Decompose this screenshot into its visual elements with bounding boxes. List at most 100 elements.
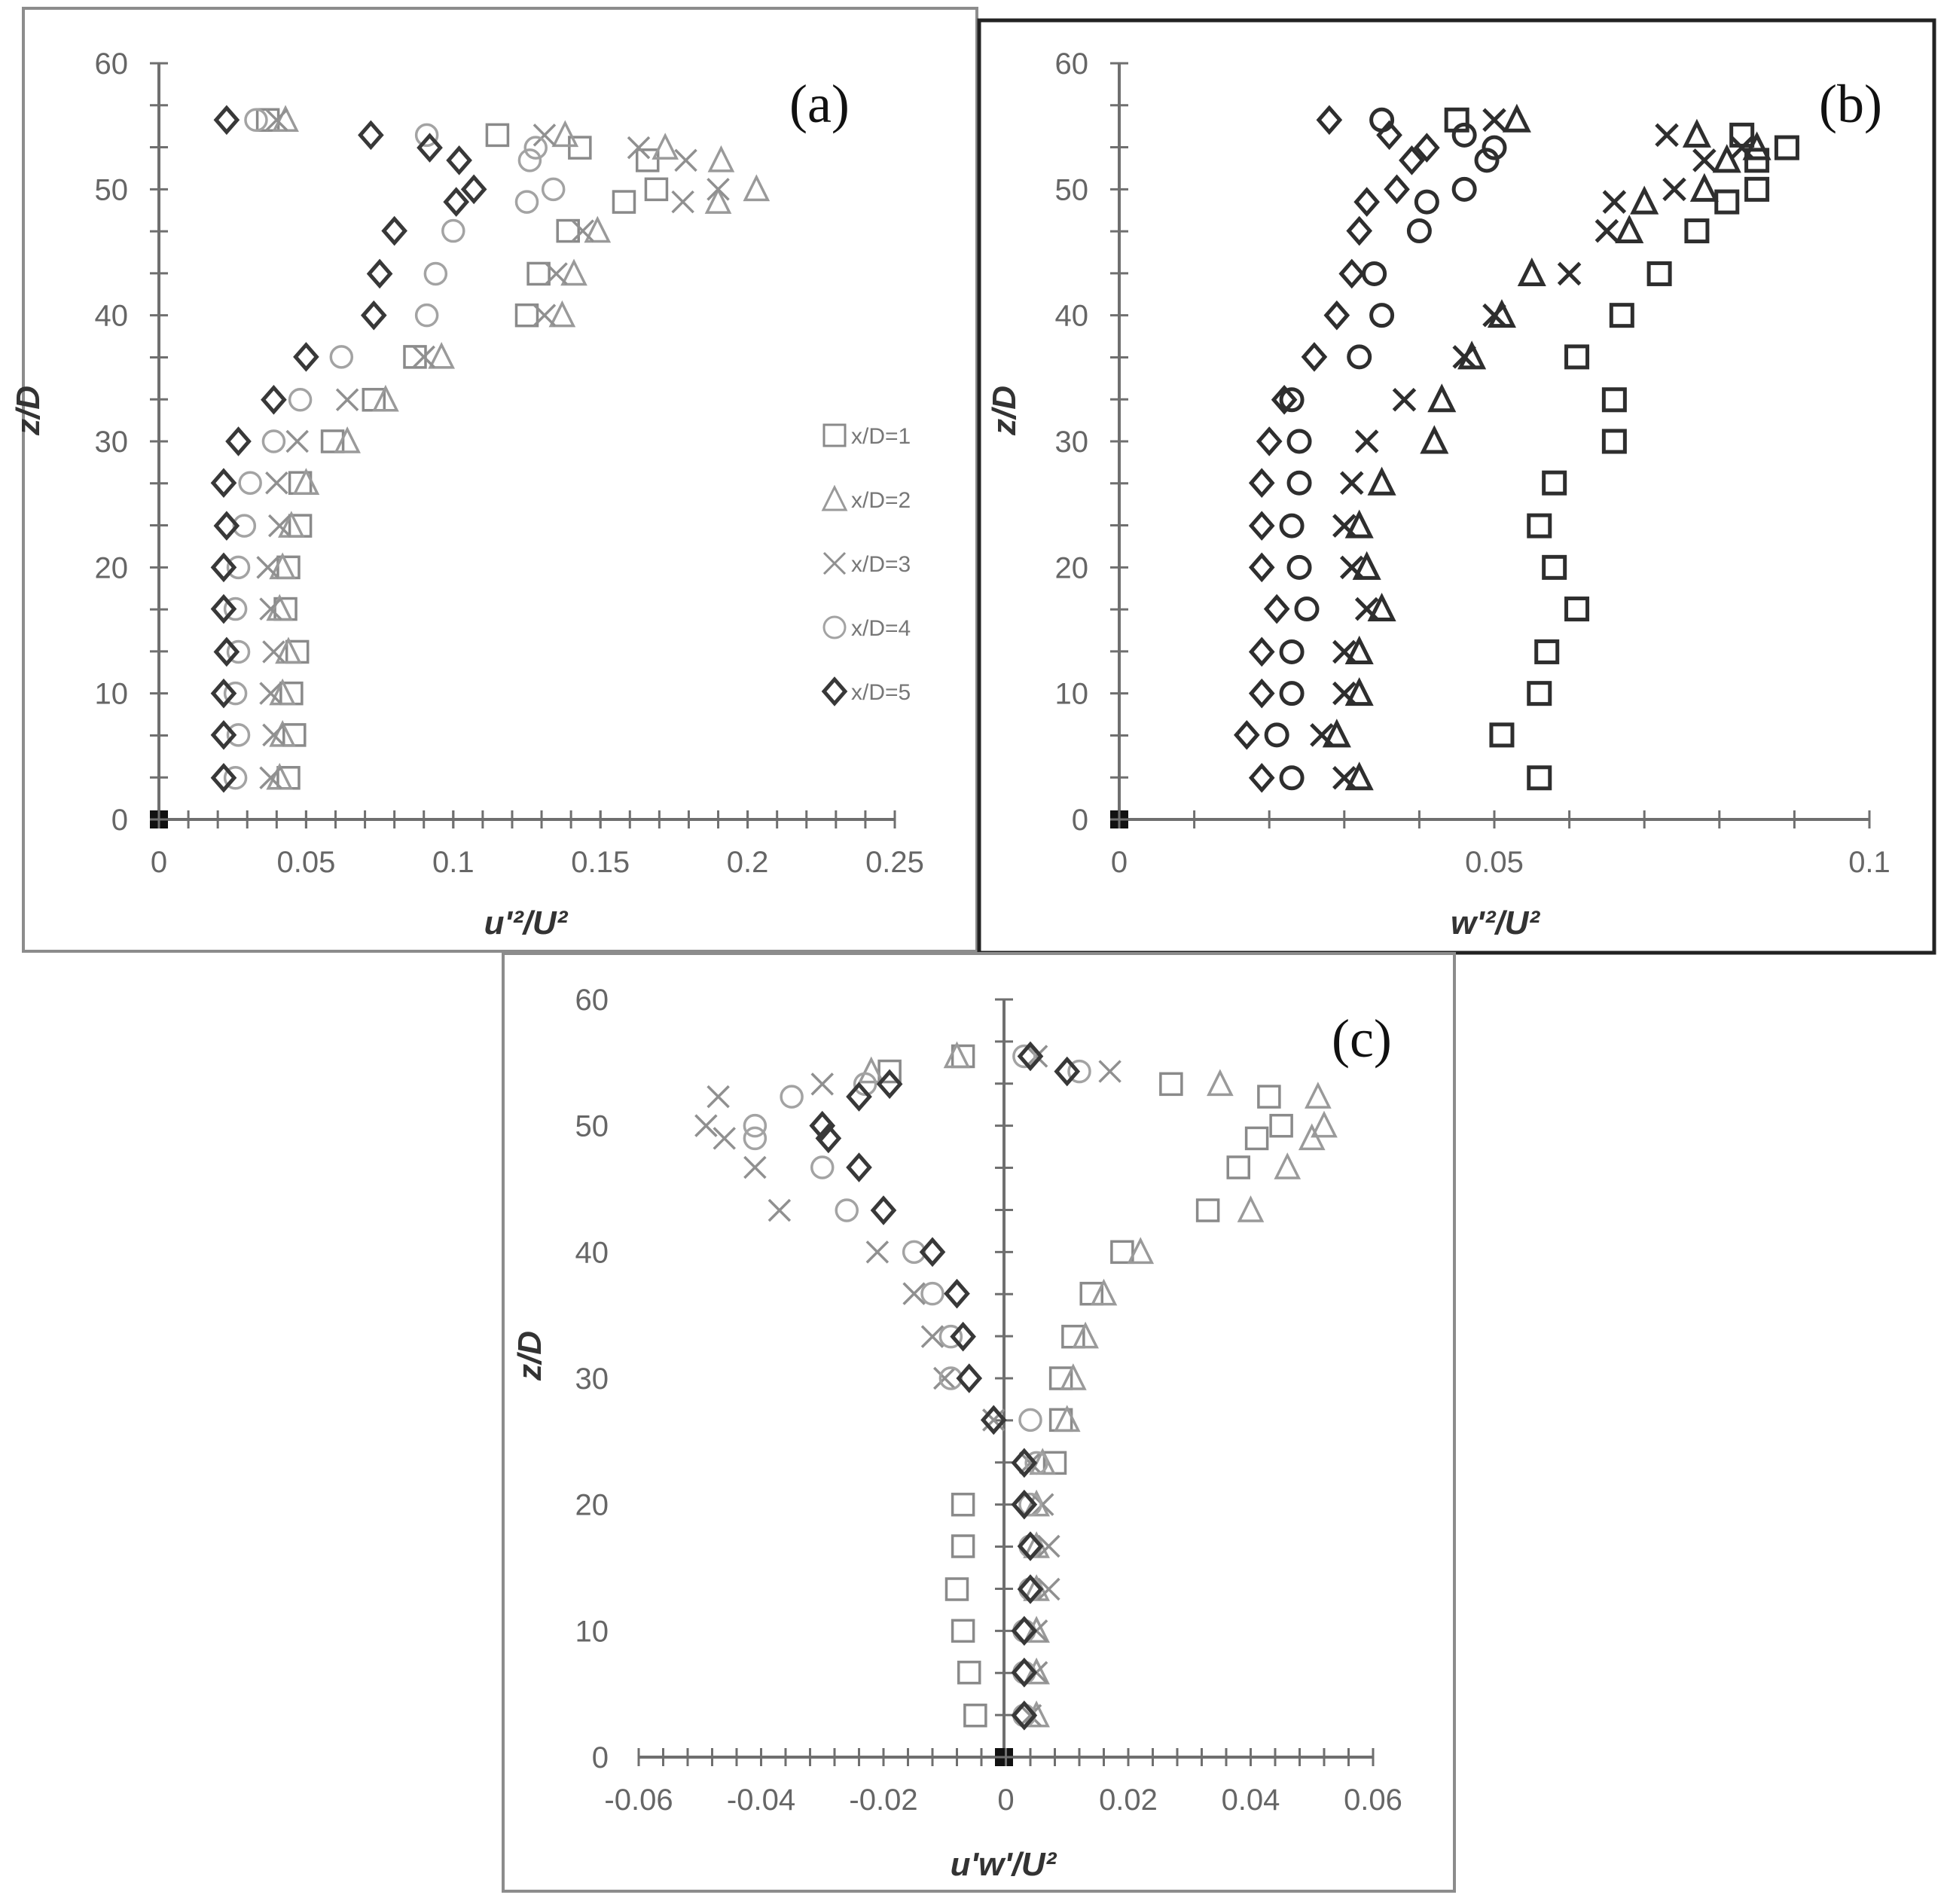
- data-point-diamond: [381, 215, 407, 246]
- data-point-triangle: [1742, 131, 1771, 160]
- data-point-triangle: [1352, 551, 1381, 580]
- y-tick-label: 40: [1055, 300, 1089, 333]
- data-point-circle: [523, 136, 548, 160]
- data-point-cross: [1332, 766, 1356, 790]
- data-point-cross: [743, 1155, 767, 1179]
- y-tick-label: 10: [1055, 678, 1089, 711]
- data-point-diamond: [950, 1321, 976, 1352]
- data-point-square: [1527, 513, 1552, 539]
- data-point-triangle: [1072, 1321, 1099, 1349]
- data-point-circle: [1067, 1059, 1091, 1084]
- data-point-square: [877, 1059, 902, 1084]
- data-point-square: [1527, 681, 1552, 706]
- legend-label: x/D=5: [851, 680, 911, 705]
- data-point-cross: [533, 304, 557, 327]
- panel-b-x-axis-title: w'²/U²: [1451, 905, 1540, 941]
- y-tick-label: 0: [592, 1741, 609, 1774]
- panel-a-frame: [22, 7, 978, 953]
- data-point-triangle: [548, 300, 576, 328]
- data-point-circle: [514, 190, 539, 214]
- data-point-cross: [706, 178, 730, 201]
- data-point-square: [485, 123, 510, 148]
- x-tick-label: 0.06: [1344, 1783, 1402, 1817]
- data-point-triangle: [1237, 1195, 1265, 1222]
- data-point-cross: [1655, 123, 1679, 148]
- data-point-triangle: [275, 636, 302, 664]
- data-point-triangle: [1344, 635, 1374, 664]
- data-point-cross: [1031, 1493, 1054, 1516]
- y-tick-label: 60: [1055, 47, 1089, 81]
- panel-a-legend: x/D=1 x/D=2 x/D=3 x/D=4 x/D=5: [821, 423, 911, 706]
- data-point-square: [1744, 176, 1770, 202]
- data-point-cross: [767, 1198, 792, 1222]
- data-point-triangle: [943, 1041, 971, 1069]
- panel-c: 0 10 20 30 40 50 60 -0.06 -0.04 -0.02 0 0.02 0.04 0.…: [502, 952, 1456, 1893]
- data-point-triangle: [1274, 1152, 1302, 1179]
- data-point-cross: [259, 766, 282, 790]
- data-point-cross: [810, 1073, 834, 1096]
- x-tick-label: 0.02: [1099, 1783, 1158, 1817]
- data-point-diamond: [846, 1082, 872, 1112]
- data-point-circle: [938, 1324, 963, 1349]
- data-point-circle: [261, 429, 286, 453]
- data-point-circle: [902, 1240, 926, 1265]
- data-point-square: [1489, 722, 1515, 748]
- panel-b-x-ticks: 0 0.05 0.1: [1111, 846, 1890, 879]
- data-point-triangle: [551, 120, 579, 148]
- x-tick-label: 0.2: [727, 846, 769, 879]
- data-point-triangle: [334, 426, 361, 453]
- data-point-square: [1542, 470, 1567, 496]
- y-tick-label: 10: [95, 678, 129, 711]
- data-point-circle: [244, 108, 268, 133]
- data-point-diamond: [210, 762, 237, 793]
- data-point-cross: [1557, 261, 1582, 286]
- data-point-triangle: [1615, 214, 1644, 244]
- data-point-diamond: [1248, 636, 1275, 667]
- data-point-diamond: [1011, 1700, 1038, 1731]
- y-tick-label: 20: [575, 1489, 609, 1522]
- data-point-cross: [533, 124, 557, 147]
- data-point-diamond: [1248, 511, 1275, 541]
- y-tick-label: 50: [95, 173, 129, 206]
- data-point-triangle: [1630, 185, 1659, 215]
- data-point-triangle: [1502, 103, 1531, 133]
- data-point-diamond: [1256, 426, 1283, 456]
- x-tick-label: 0.04: [1222, 1783, 1280, 1817]
- data-point-circle: [1264, 722, 1289, 748]
- data-point-triangle: [269, 678, 296, 706]
- data-point-triangle: [1090, 1278, 1118, 1306]
- x-tick-label: 0.05: [276, 846, 335, 879]
- data-point-circle: [1482, 135, 1507, 160]
- data-point-diamond: [1353, 187, 1381, 217]
- series-x5: [809, 1041, 1081, 1731]
- legend-label: x/D=2: [851, 488, 911, 513]
- data-point-diamond: [1011, 1657, 1038, 1688]
- data-point-diamond: [1414, 133, 1440, 163]
- data-point-diamond: [809, 1110, 836, 1141]
- data-point-circle: [232, 514, 257, 538]
- data-point-square: [1244, 1126, 1269, 1151]
- data-point-circle: [226, 555, 251, 580]
- data-point-diamond: [1271, 384, 1298, 415]
- data-point-square: [514, 303, 539, 328]
- data-point-cross: [265, 108, 288, 132]
- data-point-circle: [226, 639, 251, 664]
- panel-a-label: (a): [789, 74, 850, 134]
- x-tick-label: 0.25: [865, 846, 924, 879]
- data-point-square: [944, 1577, 969, 1601]
- y-tick-label: 0: [1072, 804, 1088, 837]
- data-point-circle: [329, 345, 354, 369]
- data-point-circle: [1279, 387, 1305, 413]
- data-point-diamond: [1011, 1489, 1038, 1520]
- data-point-diamond: [876, 1069, 903, 1100]
- data-point-diamond: [980, 1405, 1007, 1436]
- data-point-diamond: [919, 1237, 946, 1268]
- data-point-circle: [1024, 1451, 1048, 1475]
- data-point-triangle: [1420, 425, 1449, 454]
- data-point-circle: [1474, 148, 1500, 173]
- panel-a-marks: [210, 105, 771, 793]
- legend-entry: x/D=1: [822, 423, 911, 449]
- data-point-cross: [627, 136, 651, 160]
- data-point-circle: [1279, 639, 1305, 664]
- data-point-square: [1542, 554, 1567, 580]
